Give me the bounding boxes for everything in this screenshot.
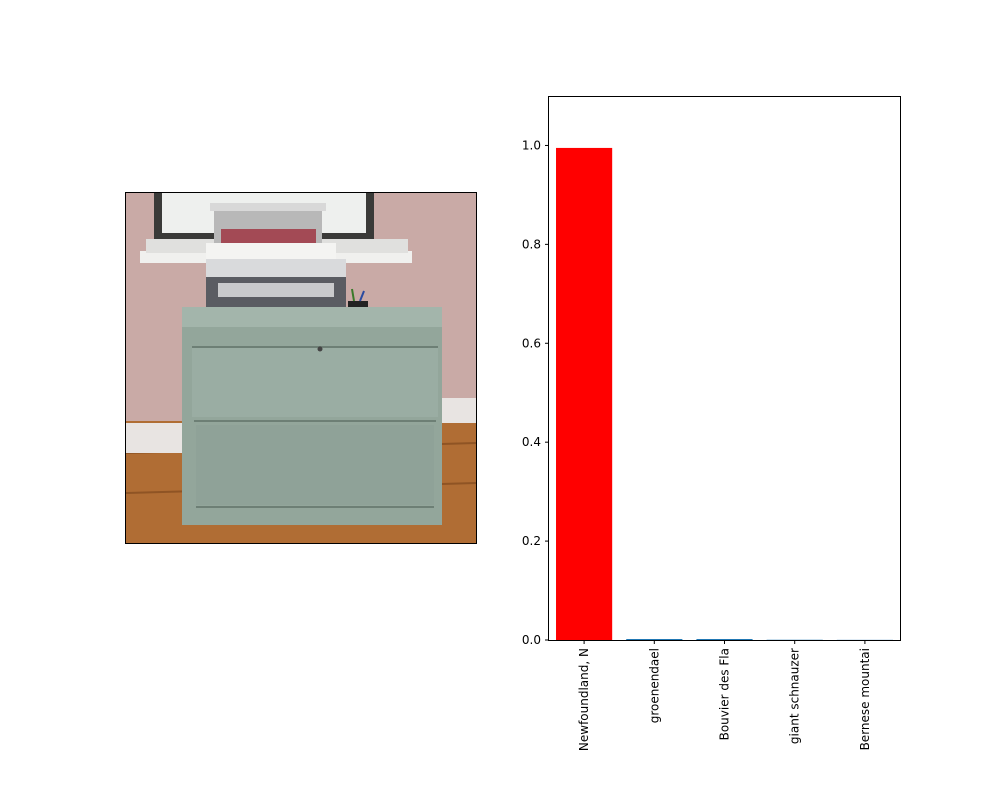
printer-on-filing-cabinet-icon [126, 193, 476, 543]
y-tick-label: 0.8 [522, 237, 541, 251]
x-tick-label: giant schnauzer [788, 648, 802, 744]
x-tick-label: groenendael [647, 648, 661, 723]
bar-1 [626, 639, 683, 640]
x-tick-label: Bernese mountai [858, 648, 872, 750]
bar-0 [556, 147, 613, 640]
y-tick-label: 0.0 [522, 633, 541, 647]
photo-panel [125, 192, 477, 544]
y-tick-label: 1.0 [522, 138, 541, 152]
x-tick-label: Bouvier des Fla [718, 648, 732, 740]
y-tick-label: 0.2 [522, 534, 541, 548]
y-tick-label: 0.6 [522, 336, 541, 350]
bars-group [556, 147, 893, 641]
x-tick-label: Newfoundland, N [577, 648, 591, 751]
x-axis: Newfoundland, N groenendael Bouvier des Fl… [577, 640, 872, 751]
y-axis: 0.0 0.2 0.4 0.6 0.8 1.0 [522, 138, 549, 647]
y-tick-label: 0.4 [522, 435, 541, 449]
bar-2 [696, 639, 753, 640]
